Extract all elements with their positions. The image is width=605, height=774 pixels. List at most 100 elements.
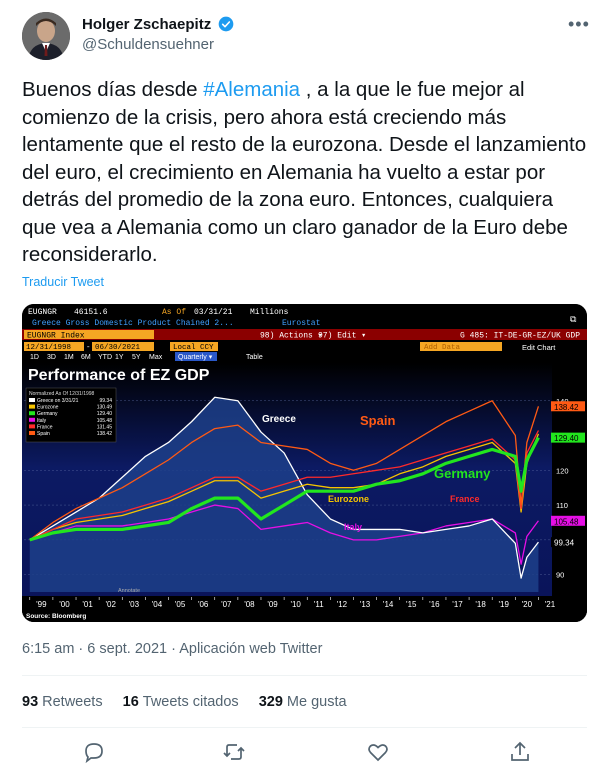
bb-ticker: EUGNGR: [28, 308, 57, 317]
legend-label: Spain: [37, 431, 50, 437]
bb-date-to: 06/30/2021: [95, 344, 141, 352]
greece-area: [29, 397, 539, 592]
divider: [22, 675, 587, 676]
tweet-actions: [22, 740, 587, 764]
bb-period-tabs: 1D 3D 1M 6M YTD 1Y 5Y Max: [30, 354, 163, 361]
bb-asof-date: 03/31/21: [194, 308, 233, 317]
bb-edit-chart: Edit Chart: [522, 343, 556, 352]
more-options-icon[interactable]: •••: [568, 14, 590, 34]
x-tick-label: '21: [545, 600, 556, 609]
x-tick-label: '11: [314, 600, 324, 609]
legend-label: Greece on 3/31/21: [37, 398, 79, 404]
annotation-germany: Germany: [434, 466, 491, 481]
x-tick-label: '05: [175, 600, 186, 609]
like-icon[interactable]: [366, 740, 390, 764]
tweet-timestamp[interactable]: 6:15 am · 6 sept. 2021 · Aplicación web …: [22, 641, 323, 657]
legend-label: Italy: [37, 418, 47, 424]
x-tick-label: '17: [452, 600, 463, 609]
bb-value: 46151.6: [74, 308, 108, 317]
retweets-stat[interactable]: 93 Retweets: [22, 694, 103, 710]
annotation-greece: Greece: [262, 414, 296, 425]
share-icon[interactable]: [508, 740, 532, 764]
y-tick-label: 110: [556, 501, 568, 510]
last-value-badge: [551, 537, 585, 548]
x-tick-label: '12: [337, 600, 348, 609]
legend-swatch: [29, 404, 35, 409]
x-tick-label: '08: [244, 600, 255, 609]
bb-source: Eurostat: [282, 319, 320, 328]
bb-period-5y: 5Y: [132, 354, 141, 361]
series-line-france: [29, 430, 540, 541]
annotation-spain: Spain: [360, 413, 395, 428]
svg-text:-: -: [86, 344, 91, 352]
bb-actions-menu: 98) Actions ▾: [260, 332, 322, 341]
legend-value: 129.40: [97, 411, 113, 417]
last-value-badge: [551, 401, 585, 412]
annotation-italy: Italy: [344, 522, 362, 532]
retweet-icon[interactable]: [222, 740, 246, 764]
bb-index-label: EUGNGR Index: [27, 332, 85, 341]
x-tick-label: '03: [129, 600, 140, 609]
x-tick-label: '20: [522, 600, 533, 609]
x-tick-label: '09: [267, 600, 278, 609]
reply-icon[interactable]: [82, 740, 106, 764]
quote-tweets-stat[interactable]: 16 Tweets citados: [122, 694, 239, 710]
bb-period-max: Max: [149, 354, 163, 361]
bb-edit-menu: 97) Edit ▾: [318, 332, 366, 341]
series-line-spain: [29, 400, 540, 541]
legend-value: 131.45: [97, 424, 113, 430]
tweet-source[interactable]: Aplicación web Twitter: [179, 641, 323, 657]
bb-period-ytd: YTD: [98, 354, 112, 361]
last-value-badge: [551, 515, 585, 526]
x-tick-label: '00: [59, 600, 70, 609]
bb-currency: Local CCY: [173, 344, 214, 352]
author-handle[interactable]: @Schuldensuehner: [82, 36, 214, 53]
legend-swatch: [29, 398, 35, 402]
bb-table-toggle: Table: [246, 354, 263, 361]
hashtag-link[interactable]: #Alemania: [203, 78, 301, 101]
bloomberg-chart: EUGNGR 46151.6 As Of 03/31/21 Millions G…: [22, 304, 587, 622]
x-tick-label: '04: [152, 600, 163, 609]
avatar[interactable]: [22, 12, 70, 60]
x-tick-label: '99: [36, 600, 47, 609]
x-tick-label: '13: [360, 600, 371, 609]
last-value-label: 138.42: [554, 403, 579, 412]
legend-swatch: [29, 431, 35, 435]
legend-swatch: [29, 411, 35, 416]
bb-source-footer: Source: Bloomberg: [26, 613, 86, 620]
last-value-label: 105.48: [554, 517, 579, 526]
x-tick-label: '18: [475, 600, 486, 609]
legend-header: Normalized As Of 12/31/1998: [29, 391, 95, 397]
x-tick-label: '02: [105, 600, 116, 609]
verified-badge-icon: [219, 16, 234, 32]
x-tick-label: '06: [198, 600, 209, 609]
author-name[interactable]: Holger Zschaepitz: [82, 16, 234, 33]
bb-period-1y: 1Y: [115, 354, 124, 361]
y-tick-label: 120: [556, 466, 569, 475]
bb-period-1m: 1M: [64, 354, 74, 361]
legend-label: Germany: [37, 411, 58, 417]
tweet-media-image[interactable]: EUGNGR 46151.6 As Of 03/31/21 Millions G…: [22, 304, 587, 622]
legend-value: 105.48: [97, 418, 113, 424]
bb-units: Millions: [250, 308, 289, 317]
x-tick-label: '01: [82, 600, 93, 609]
bb-asof-label: As Of: [162, 308, 186, 317]
x-tick-label: '07: [221, 600, 232, 609]
x-tick-label: '14: [383, 600, 394, 609]
legend-value: 138.42: [97, 431, 113, 437]
last-value-badge: [551, 432, 585, 443]
legend-swatch: [29, 417, 35, 422]
bb-frequency: Quarterly ▾: [178, 354, 213, 361]
last-value-label: 129.40: [554, 434, 579, 443]
bb-period-6m: 6M: [81, 354, 91, 361]
y-tick-label: 90: [556, 571, 564, 580]
bb-chart-code: G 485: IT-DE-GR-EZ/UK GDP: [460, 332, 580, 341]
bb-series-desc: Greece Gross Domestic Product Chained 2.…: [32, 319, 234, 328]
bb-date-from: 12/31/1998: [26, 344, 71, 352]
x-tick-label: '16: [429, 600, 440, 609]
legend-value: 99.34: [99, 398, 112, 404]
translate-tweet-link[interactable]: Traducir Tweet: [22, 275, 104, 289]
series-line-eurozone: [29, 433, 540, 541]
likes-stat[interactable]: 329 Me gusta: [258, 694, 347, 710]
annotation-france: France: [450, 494, 480, 504]
